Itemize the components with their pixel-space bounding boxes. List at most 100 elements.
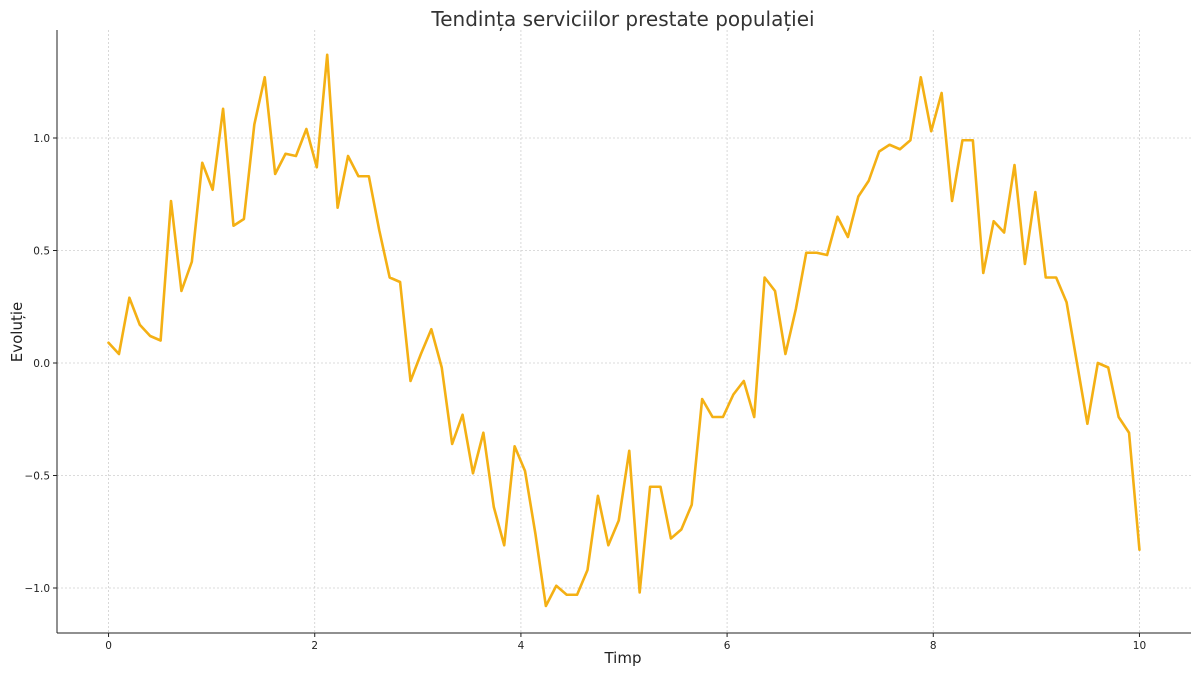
data-point	[597, 495, 599, 497]
data-point	[722, 416, 724, 418]
x-tick-label-3: 6	[724, 640, 731, 652]
data-point	[1065, 301, 1067, 303]
data-point	[347, 155, 349, 157]
data-point	[618, 519, 620, 521]
data-point	[388, 276, 390, 278]
data-point	[545, 605, 547, 607]
x-tick-label-0: 0	[105, 640, 112, 652]
data-point	[357, 175, 359, 177]
data-point	[691, 504, 693, 506]
y-tick-label-1: −0.5	[25, 471, 51, 483]
data-point	[680, 528, 682, 530]
data-point	[670, 537, 672, 539]
data-point	[232, 225, 234, 227]
x-axis-label: Timp	[603, 649, 641, 667]
data-point	[180, 290, 182, 292]
data-point	[1117, 416, 1119, 418]
data-point	[878, 150, 880, 152]
data-point	[430, 328, 432, 330]
data-point	[576, 594, 578, 596]
data-point	[795, 308, 797, 310]
data-point	[378, 229, 380, 231]
data-point	[191, 261, 193, 263]
data-point	[1034, 191, 1036, 193]
data-point	[951, 200, 953, 202]
data-point	[857, 195, 859, 197]
data-point	[1024, 263, 1026, 265]
data-point	[815, 252, 817, 254]
data-point	[451, 443, 453, 445]
data-point	[264, 76, 266, 78]
chart-title: Tendința serviciilor prestate populației	[430, 7, 814, 31]
x-tick-label-1: 2	[311, 640, 318, 652]
data-point	[774, 290, 776, 292]
data-point	[493, 506, 495, 508]
data-point	[701, 398, 703, 400]
data-point	[305, 128, 307, 130]
data-point	[368, 175, 370, 177]
data-point	[972, 139, 974, 141]
data-point	[711, 416, 713, 418]
data-point	[847, 236, 849, 238]
data-point	[607, 544, 609, 546]
data-point	[128, 297, 130, 299]
data-point	[399, 281, 401, 283]
data-point	[888, 144, 890, 146]
data-point	[565, 594, 567, 596]
data-point	[420, 353, 422, 355]
data-point	[295, 155, 297, 157]
data-point	[222, 108, 224, 110]
data-point	[1045, 276, 1047, 278]
data-point	[1013, 164, 1015, 166]
data-point	[836, 216, 838, 218]
data-point	[1003, 231, 1005, 233]
data-point	[524, 470, 526, 472]
data-point	[211, 189, 213, 191]
data-point	[1138, 549, 1140, 551]
data-point	[472, 472, 474, 474]
x-tick-label-2: 4	[518, 640, 525, 652]
grid	[57, 30, 1191, 633]
data-point	[1055, 276, 1057, 278]
y-tick-label-4: 1.0	[33, 133, 50, 145]
x-tick-label-4: 8	[930, 640, 937, 652]
data-point	[149, 335, 151, 337]
data-point	[586, 569, 588, 571]
y-tick-label-2: 0.0	[33, 358, 50, 370]
data-point	[1107, 366, 1109, 368]
y-tick-label-3: 0.5	[33, 246, 50, 258]
data-point	[753, 416, 755, 418]
data-point	[763, 276, 765, 278]
axes	[56, 30, 1191, 634]
data-point	[534, 533, 536, 535]
x-tick-label-5: 10	[1133, 640, 1146, 652]
data-point	[961, 139, 963, 141]
data-point	[170, 200, 172, 202]
data-point	[336, 207, 338, 209]
data-point	[743, 380, 745, 382]
data-point	[441, 366, 443, 368]
y-axis-label: Evoluție	[8, 302, 26, 362]
data-point	[316, 166, 318, 168]
data-point	[118, 353, 120, 355]
data-point	[503, 544, 505, 546]
data-point	[649, 486, 651, 488]
data-point	[899, 148, 901, 150]
data-point	[1086, 423, 1088, 425]
data-point	[139, 324, 141, 326]
data-point	[513, 445, 515, 447]
data-point	[868, 180, 870, 182]
data-point	[107, 342, 109, 344]
data-point	[284, 153, 286, 155]
data-point	[784, 353, 786, 355]
data-point	[930, 130, 932, 132]
data-point	[940, 92, 942, 94]
data-point	[732, 393, 734, 395]
data-point	[992, 220, 994, 222]
data-point	[909, 139, 911, 141]
data-point	[326, 54, 328, 56]
data-point	[659, 486, 661, 488]
data-point	[826, 254, 828, 256]
data-point	[628, 450, 630, 452]
data-point	[555, 585, 557, 587]
